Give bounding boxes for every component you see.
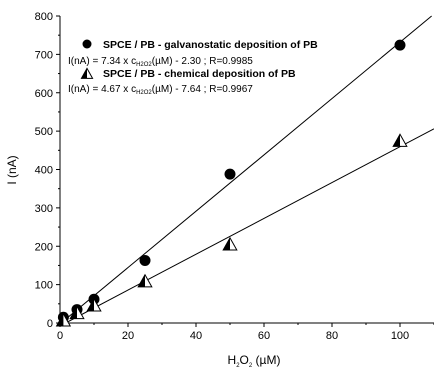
y-tick-label: 300 — [35, 203, 53, 215]
legend-entry-galvanostatic: SPCE / PB - galvanostatic deposition of … — [82, 39, 318, 51]
legend-series-name: SPCE / PB - chemical deposition of PB — [103, 68, 296, 80]
y-tick-label: 500 — [35, 126, 53, 138]
legend-marker-triangle — [80, 67, 94, 79]
x-tick-label: 100 — [391, 330, 409, 342]
fit-line-chemical — [65, 128, 434, 324]
y-tick-label: 0 — [47, 318, 53, 330]
triangle-fill-half — [393, 134, 400, 147]
data-point-circle — [139, 254, 151, 266]
data-point-triangle — [392, 133, 408, 147]
triangle-fill-half — [70, 306, 77, 319]
triangle-fill-half — [223, 237, 230, 250]
data-point-circle — [394, 39, 406, 51]
y-tick-label: 600 — [35, 88, 53, 100]
legend-equation-galvanostatic: I(nA) = 7.34 x cH2O2(µM) - 2.30 ; R=0.99… — [68, 56, 253, 68]
axis-ticks: 0 20 40 60 80 100 0 100 200 300 400 500 600 700 800 — [35, 11, 434, 342]
fit-lines — [60, 15, 434, 324]
data-point-triangle — [86, 297, 102, 312]
data-points — [55, 39, 408, 327]
legend-triangle-shape — [80, 67, 94, 79]
x-tick-label: 60 — [258, 330, 270, 342]
x-axis-label: H2O2 (µM) — [228, 353, 281, 369]
fit-line-galvanostatic — [60, 15, 432, 324]
triangle-fill-half — [138, 274, 145, 287]
y-axis-label: I (nA) — [5, 155, 19, 184]
triangle-fill-half — [81, 68, 87, 79]
y-tick-label: 100 — [35, 280, 53, 292]
x-tick-label: 20 — [122, 330, 134, 342]
legend-series-name: SPCE / PB - galvanostatic deposition of … — [103, 39, 318, 51]
triangle-fill-half — [87, 298, 94, 312]
triangle-fill-half — [56, 313, 64, 326]
y-tick-label: 400 — [35, 165, 53, 177]
legend-equation-chemical: I(nA) = 4.67 x cH2O2(µM) - 7.64 ; R=0.99… — [68, 84, 253, 96]
data-point-circle — [224, 168, 236, 180]
x-tick-label: 80 — [326, 330, 338, 342]
legend-entry-chemical: SPCE / PB - chemical deposition of PB — [80, 67, 296, 80]
data-point-triangle — [69, 305, 85, 320]
data-point-triangle — [222, 236, 238, 251]
legend-marker-circle — [82, 39, 92, 49]
y-tick-label: 800 — [35, 11, 53, 23]
data-point-triangle — [55, 312, 72, 327]
x-tick-label: 40 — [190, 330, 202, 342]
data-point-triangle — [137, 273, 153, 288]
y-tick-label: 700 — [35, 49, 53, 61]
y-tick-label: 200 — [35, 241, 53, 253]
x-tick-label: 0 — [57, 330, 63, 342]
legend: SPCE / PB - galvanostatic deposition of … — [68, 39, 318, 96]
